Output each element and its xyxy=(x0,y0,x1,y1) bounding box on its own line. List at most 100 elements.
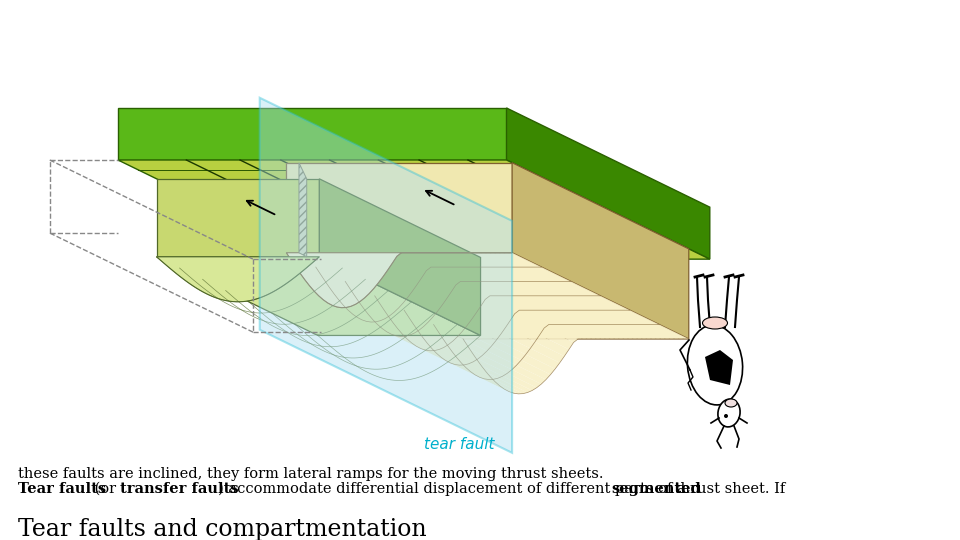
Polygon shape xyxy=(485,253,518,267)
Polygon shape xyxy=(474,281,508,296)
Polygon shape xyxy=(468,267,502,281)
Polygon shape xyxy=(520,281,554,296)
Polygon shape xyxy=(360,298,395,316)
Polygon shape xyxy=(445,361,480,377)
Polygon shape xyxy=(346,281,379,303)
Polygon shape xyxy=(286,253,512,308)
Polygon shape xyxy=(586,325,619,339)
Text: these faults are inclined, they form lateral ramps for the moving thrust sheets.: these faults are inclined, they form lat… xyxy=(18,467,604,481)
Polygon shape xyxy=(567,325,601,339)
Polygon shape xyxy=(329,288,364,308)
Polygon shape xyxy=(355,301,390,319)
Polygon shape xyxy=(512,163,688,339)
Polygon shape xyxy=(467,320,501,340)
Polygon shape xyxy=(502,281,536,296)
Polygon shape xyxy=(286,253,321,274)
Polygon shape xyxy=(622,325,657,339)
Polygon shape xyxy=(344,305,377,325)
Polygon shape xyxy=(464,364,498,379)
Polygon shape xyxy=(369,314,402,334)
Polygon shape xyxy=(420,348,455,364)
Polygon shape xyxy=(515,310,549,328)
Polygon shape xyxy=(420,253,454,267)
Polygon shape xyxy=(309,286,344,305)
Polygon shape xyxy=(460,365,493,380)
Polygon shape xyxy=(299,163,306,257)
Polygon shape xyxy=(380,319,415,335)
Polygon shape xyxy=(359,302,394,323)
Polygon shape xyxy=(407,339,441,357)
Polygon shape xyxy=(441,357,475,375)
Polygon shape xyxy=(430,350,464,365)
Polygon shape xyxy=(441,267,474,281)
Polygon shape xyxy=(334,294,369,314)
Polygon shape xyxy=(377,325,412,343)
Polygon shape xyxy=(526,348,560,369)
Polygon shape xyxy=(530,281,564,296)
Polygon shape xyxy=(625,310,660,325)
Polygon shape xyxy=(291,260,325,281)
Polygon shape xyxy=(461,281,494,296)
Polygon shape xyxy=(385,316,419,333)
Polygon shape xyxy=(339,300,372,320)
Polygon shape xyxy=(387,332,420,348)
Polygon shape xyxy=(401,253,436,267)
Polygon shape xyxy=(444,345,478,362)
Polygon shape xyxy=(447,253,482,267)
Polygon shape xyxy=(471,313,506,334)
Polygon shape xyxy=(476,306,510,328)
Polygon shape xyxy=(561,310,595,325)
Polygon shape xyxy=(528,267,562,281)
Polygon shape xyxy=(591,296,625,310)
Polygon shape xyxy=(613,325,647,339)
Polygon shape xyxy=(321,274,354,295)
Polygon shape xyxy=(412,343,445,361)
Polygon shape xyxy=(500,267,534,281)
Polygon shape xyxy=(452,352,486,372)
Polygon shape xyxy=(602,310,636,325)
Polygon shape xyxy=(449,267,484,281)
Polygon shape xyxy=(480,377,514,393)
Polygon shape xyxy=(581,325,615,339)
Polygon shape xyxy=(507,281,540,296)
Polygon shape xyxy=(587,296,621,310)
Polygon shape xyxy=(480,253,514,267)
Polygon shape xyxy=(483,351,516,370)
Polygon shape xyxy=(396,253,431,271)
Polygon shape xyxy=(655,325,688,339)
Polygon shape xyxy=(425,350,460,365)
Polygon shape xyxy=(410,333,444,349)
Polygon shape xyxy=(495,267,530,281)
Polygon shape xyxy=(416,253,449,267)
Polygon shape xyxy=(403,297,438,317)
Polygon shape xyxy=(536,296,570,310)
Polygon shape xyxy=(433,312,467,332)
Polygon shape xyxy=(466,253,500,267)
Polygon shape xyxy=(418,278,451,299)
Polygon shape xyxy=(553,325,588,339)
Polygon shape xyxy=(584,310,618,325)
Polygon shape xyxy=(524,310,558,325)
Ellipse shape xyxy=(703,317,728,329)
Polygon shape xyxy=(492,340,526,360)
Polygon shape xyxy=(557,281,591,296)
Polygon shape xyxy=(549,325,583,339)
Polygon shape xyxy=(421,271,456,292)
Polygon shape xyxy=(650,325,684,339)
Polygon shape xyxy=(521,355,555,375)
Polygon shape xyxy=(508,296,542,310)
Polygon shape xyxy=(531,296,565,310)
Polygon shape xyxy=(349,288,384,310)
Polygon shape xyxy=(448,341,483,359)
Polygon shape xyxy=(477,267,511,281)
Polygon shape xyxy=(596,296,630,310)
Polygon shape xyxy=(545,296,579,310)
Polygon shape xyxy=(442,299,476,320)
Polygon shape xyxy=(475,253,510,267)
Polygon shape xyxy=(408,291,442,312)
Polygon shape xyxy=(424,253,459,267)
Polygon shape xyxy=(397,329,432,348)
Polygon shape xyxy=(418,331,452,352)
Polygon shape xyxy=(612,310,645,325)
Polygon shape xyxy=(563,325,596,339)
